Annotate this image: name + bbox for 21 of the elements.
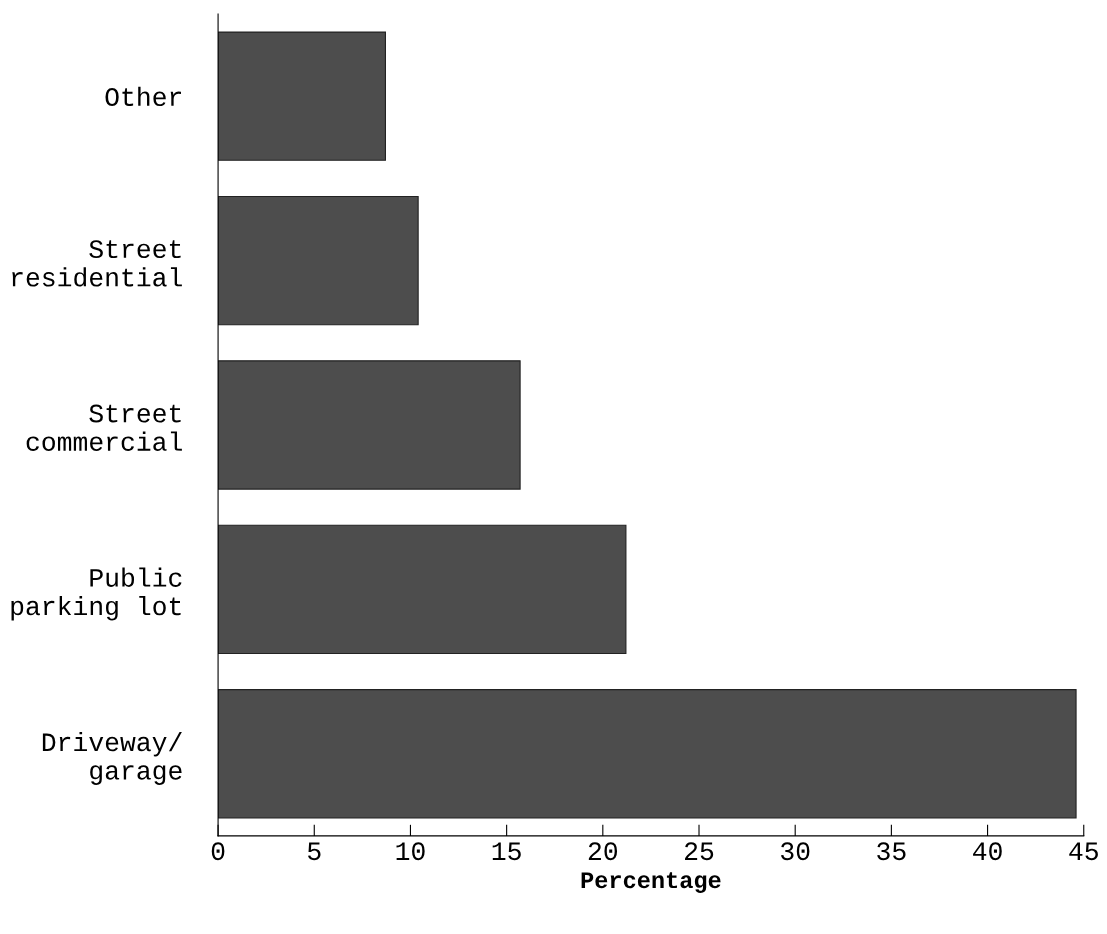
y-tick-label: Street residential	[12, 240, 182, 287]
bar	[218, 360, 521, 490]
y-tick-label: Driveway/ garage	[42, 731, 182, 785]
x-tick-label: 5	[308, 842, 321, 861]
x-tick-label: 25	[685, 842, 714, 861]
y-tick-label: Street commercial	[26, 404, 182, 451]
x-tick-label: 40	[973, 842, 1002, 861]
x-tick-label: 45	[1069, 842, 1098, 861]
x-tick-label: 15	[492, 842, 521, 861]
x-tick-label: 0	[211, 842, 225, 861]
x-tick-label: 10	[396, 842, 425, 861]
bar	[218, 195, 419, 326]
y-tick-label: Public parking lot	[11, 567, 182, 621]
x-tick-label: 30	[781, 842, 810, 861]
bar	[218, 31, 386, 161]
x-axis-title: Percentage	[581, 872, 721, 893]
y-tick-label: Other	[105, 86, 181, 107]
bar	[218, 689, 1077, 819]
x-tick-label: 35	[877, 842, 906, 861]
x-tick-label: 20	[588, 842, 618, 861]
bar	[218, 524, 627, 655]
